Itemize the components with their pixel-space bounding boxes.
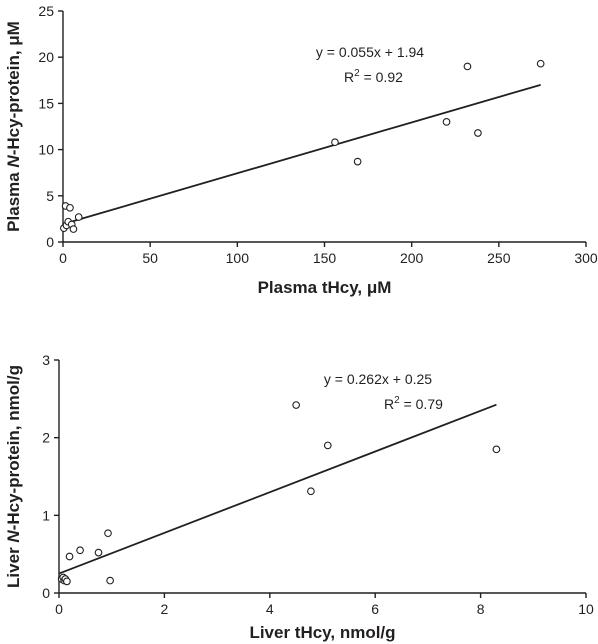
regression-equation: y = 0.055x + 1.94 [316, 44, 424, 60]
x-tick-label: 50 [142, 250, 158, 266]
y-tick-label: 3 [42, 352, 50, 368]
data-point [63, 577, 71, 586]
x-tick-label: 0 [55, 601, 63, 617]
chart-panel-2: 0 1 2 3 0 2 4 6 8 10 Liver tHcy, nmol/g Liver N-Hcy… [4, 352, 594, 642]
data-point [292, 401, 301, 409]
data-point [474, 129, 482, 137]
data-point [442, 118, 451, 126]
x-tick-label: 6 [371, 601, 379, 617]
r-squared-label: R2 = 0.79 [384, 395, 443, 412]
x-tick-label: 2 [161, 601, 169, 617]
y-axis-title: Liver N-Hcy-protein, nmol/g [4, 365, 23, 588]
x-tick-label: 0 [59, 250, 67, 266]
y-tick-label: 20 [38, 49, 54, 65]
x-tick-label: 200 [400, 250, 424, 266]
data-point [463, 62, 472, 71]
y-tick-label: 10 [38, 142, 54, 158]
data-point [331, 138, 339, 147]
data-point [307, 487, 315, 496]
x-axis-title: Plasma tHcy, μM [258, 278, 392, 297]
x-tick-label: 8 [477, 601, 485, 617]
y-axis-title: Plasma N-Hcy-protein, μM [4, 21, 23, 232]
y-tick-label: 0 [46, 234, 54, 250]
data-point [69, 225, 78, 233]
y-tick-label: 2 [42, 430, 50, 446]
x-tick-label: 300 [574, 250, 598, 266]
regression-line [58, 403, 497, 575]
x-tick-label: 4 [266, 601, 274, 617]
data-point [74, 213, 83, 221]
r-squared-label: R2 = 0.92 [344, 68, 403, 85]
y-tick-label: 0 [42, 585, 50, 601]
y-tick-label: 1 [42, 507, 50, 523]
data-point [492, 445, 501, 454]
y-tick-label: 25 [38, 3, 54, 19]
x-tick-label: 250 [487, 250, 511, 266]
data-point [65, 552, 74, 561]
y-tick-label: 15 [38, 95, 54, 111]
x-axis-title: Liver tHcy, nmol/g [249, 623, 395, 642]
data-point [104, 529, 112, 538]
data-point [323, 441, 332, 450]
regression-equation: y = 0.262x + 0.25 [324, 371, 432, 387]
data-point [106, 576, 114, 585]
data-point [76, 546, 84, 555]
x-tick-label: 100 [226, 250, 250, 266]
data-point [66, 203, 74, 212]
x-tick-label: 10 [578, 601, 594, 617]
data-point [94, 548, 103, 557]
y-tick-label: 5 [46, 188, 54, 204]
data-point [536, 59, 545, 68]
regression-line [62, 83, 541, 225]
data-point [353, 157, 362, 166]
x-tick-label: 150 [313, 250, 337, 266]
